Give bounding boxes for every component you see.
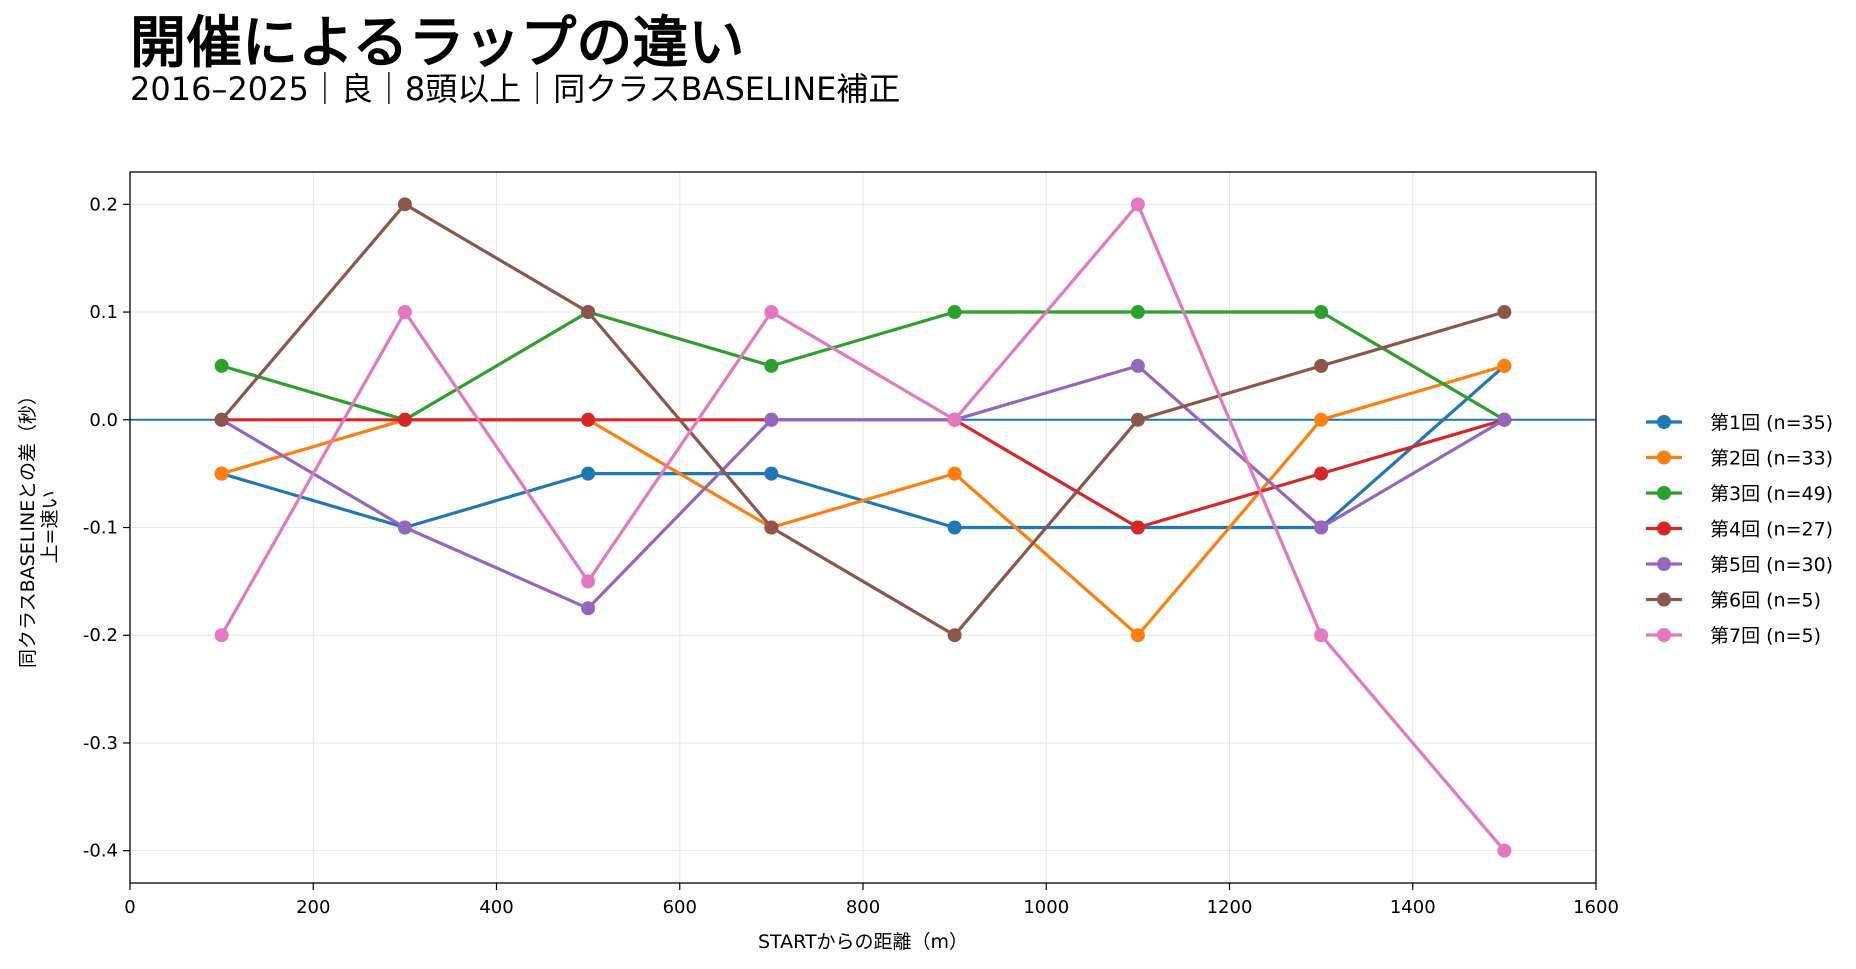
legend-item: 第5回 (n=30)	[1646, 554, 1833, 576]
series-line	[220, 202, 1506, 852]
x-axis-ticks: 0 200 400 600 800 1000 1200 1400 1600	[124, 883, 1619, 918]
legend-item: 第1回 (n=35)	[1646, 412, 1833, 434]
data-point	[764, 520, 779, 535]
data-point	[1314, 520, 1329, 535]
data-point	[214, 466, 229, 481]
y-tick-label: -0.4	[83, 841, 118, 862]
data-point	[947, 520, 962, 535]
legend-label: 第2回 (n=33)	[1710, 448, 1833, 470]
x-tick-label: 1400	[1390, 897, 1436, 918]
series-7	[214, 197, 1512, 858]
legend-label: 第3回 (n=49)	[1710, 483, 1833, 505]
chart-subtitle: 2016–2025｜良｜8頭以上｜同クラスBASELINE補正	[130, 70, 900, 108]
legend-label: 第6回 (n=5)	[1710, 590, 1821, 612]
legend-label: 第4回 (n=27)	[1710, 519, 1833, 541]
data-point	[1130, 305, 1145, 320]
data-point	[214, 628, 229, 643]
y-axis-ticks: -0.4 -0.3 -0.2 -0.1 0.0 0.1 0.2	[83, 194, 130, 862]
data-point	[1130, 412, 1145, 427]
grid-lines	[129, 172, 1597, 883]
data-point	[397, 197, 412, 212]
data-point	[1130, 197, 1145, 212]
data-point	[1314, 466, 1329, 481]
legend-item: 第2回 (n=33)	[1646, 448, 1833, 470]
data-point	[397, 305, 412, 320]
x-tick-label: 0	[124, 897, 135, 918]
data-point	[581, 305, 596, 320]
data-point	[581, 601, 596, 616]
data-point	[1130, 628, 1145, 643]
data-point	[1130, 520, 1145, 535]
x-tick-label: 1000	[1023, 897, 1069, 918]
data-point	[1497, 843, 1512, 858]
x-tick-label: 1600	[1573, 897, 1619, 918]
series-line	[221, 310, 1506, 422]
x-tick-label: 600	[663, 897, 697, 918]
data-point	[1497, 358, 1512, 373]
data-point	[1497, 305, 1512, 320]
data-point	[1497, 412, 1512, 427]
legend-item: 第6回 (n=5)	[1646, 590, 1821, 612]
data-point	[764, 305, 779, 320]
legend-marker	[1657, 628, 1671, 642]
legend-item: 第4回 (n=27)	[1646, 519, 1833, 541]
data-point	[581, 466, 596, 481]
series-6	[214, 197, 1512, 643]
y-tick-label: 0.0	[89, 410, 118, 431]
x-tick-label: 1200	[1207, 897, 1253, 918]
data-point	[581, 412, 596, 427]
legend-item: 第7回 (n=5)	[1646, 625, 1821, 647]
x-tick-label: 200	[296, 897, 330, 918]
data-point	[947, 466, 962, 481]
data-point	[1130, 358, 1145, 373]
legend-marker	[1657, 557, 1671, 571]
data-point	[764, 358, 779, 373]
data-point	[947, 305, 962, 320]
y-tick-label: -0.1	[83, 518, 118, 539]
legend-label: 第5回 (n=30)	[1710, 554, 1833, 576]
x-tick-label: 400	[479, 897, 513, 918]
legend-label: 第1回 (n=35)	[1710, 412, 1833, 434]
legend: 第1回 (n=35) 第2回 (n=33) 第3回 (n=49) 第4回 (n=27)…	[1646, 412, 1833, 647]
data-point	[764, 466, 779, 481]
y-axis-label: 同クラスBASELINEとの差（秒）	[17, 386, 39, 668]
data-point	[1314, 412, 1329, 427]
y-tick-label: 0.1	[89, 302, 118, 323]
y-tick-label: 0.2	[89, 194, 118, 215]
legend-marker	[1657, 450, 1671, 465]
data-point	[1314, 305, 1329, 320]
data-point	[947, 412, 962, 427]
chart-title: 開催によるラップの違い	[130, 11, 744, 76]
data-point	[397, 520, 412, 535]
legend-marker	[1657, 592, 1671, 607]
legend-marker	[1657, 415, 1671, 429]
data-point	[1314, 358, 1329, 373]
x-tick-label: 800	[846, 897, 880, 918]
series-line	[220, 364, 1506, 610]
y-axis-sublabel: 上=速い	[39, 491, 61, 564]
series-line	[220, 202, 1505, 637]
y-tick-label: -0.3	[83, 733, 118, 754]
legend-marker	[1657, 521, 1671, 536]
data-point	[214, 412, 229, 427]
data-point	[397, 412, 412, 427]
data-point	[214, 358, 229, 373]
series-layer	[214, 197, 1512, 858]
data-point	[581, 574, 596, 589]
data-point	[1314, 628, 1329, 643]
x-axis-label: STARTからの距離（m）	[758, 931, 968, 953]
y-tick-label: -0.2	[83, 625, 118, 646]
data-point	[764, 412, 779, 427]
legend-label: 第7回 (n=5)	[1710, 625, 1821, 647]
data-point	[947, 628, 962, 643]
legend-marker	[1657, 486, 1671, 500]
legend-item: 第3回 (n=49)	[1646, 483, 1833, 505]
